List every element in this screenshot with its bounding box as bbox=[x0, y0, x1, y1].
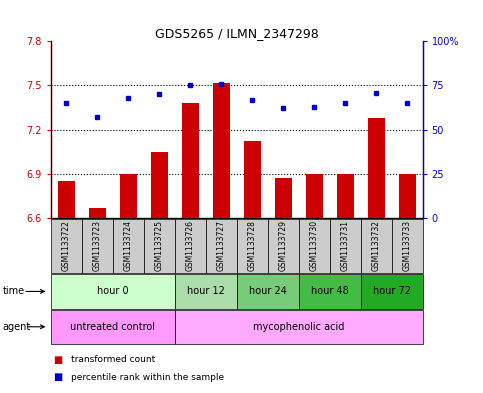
Text: GSM1133722: GSM1133722 bbox=[62, 220, 71, 271]
Bar bbox=[213, 83, 230, 218]
Text: GSM1133730: GSM1133730 bbox=[310, 220, 319, 271]
Text: GSM1133731: GSM1133731 bbox=[341, 220, 350, 271]
Bar bbox=[151, 152, 168, 218]
Bar bbox=[243, 141, 261, 218]
Text: agent: agent bbox=[2, 322, 30, 332]
Text: mycophenolic acid: mycophenolic acid bbox=[253, 322, 344, 332]
Text: GSM1133727: GSM1133727 bbox=[217, 220, 226, 271]
Text: GSM1133732: GSM1133732 bbox=[371, 220, 381, 271]
Bar bbox=[337, 174, 354, 218]
Text: GSM1133725: GSM1133725 bbox=[155, 220, 164, 271]
Bar bbox=[275, 178, 292, 218]
Bar bbox=[120, 174, 137, 218]
Bar bbox=[306, 174, 323, 218]
Text: untreated control: untreated control bbox=[70, 322, 155, 332]
Title: GDS5265 / ILMN_2347298: GDS5265 / ILMN_2347298 bbox=[155, 27, 319, 40]
Text: time: time bbox=[2, 286, 25, 296]
Text: GSM1133728: GSM1133728 bbox=[248, 220, 256, 271]
Text: ■: ■ bbox=[53, 354, 62, 365]
Text: percentile rank within the sample: percentile rank within the sample bbox=[71, 373, 225, 382]
Text: hour 72: hour 72 bbox=[372, 286, 411, 296]
Text: GSM1133733: GSM1133733 bbox=[403, 220, 412, 271]
Text: GSM1133724: GSM1133724 bbox=[124, 220, 133, 271]
Text: hour 12: hour 12 bbox=[187, 286, 225, 296]
Text: hour 0: hour 0 bbox=[97, 286, 128, 296]
Bar bbox=[89, 208, 106, 218]
Text: hour 24: hour 24 bbox=[249, 286, 286, 296]
Bar bbox=[368, 118, 384, 218]
Text: hour 48: hour 48 bbox=[311, 286, 349, 296]
Text: GSM1133726: GSM1133726 bbox=[185, 220, 195, 271]
Bar bbox=[57, 181, 75, 218]
Text: GSM1133723: GSM1133723 bbox=[93, 220, 102, 271]
Text: transformed count: transformed count bbox=[71, 355, 156, 364]
Bar bbox=[182, 103, 199, 218]
Text: GSM1133729: GSM1133729 bbox=[279, 220, 288, 271]
Bar bbox=[398, 174, 416, 218]
Text: ■: ■ bbox=[53, 372, 62, 382]
